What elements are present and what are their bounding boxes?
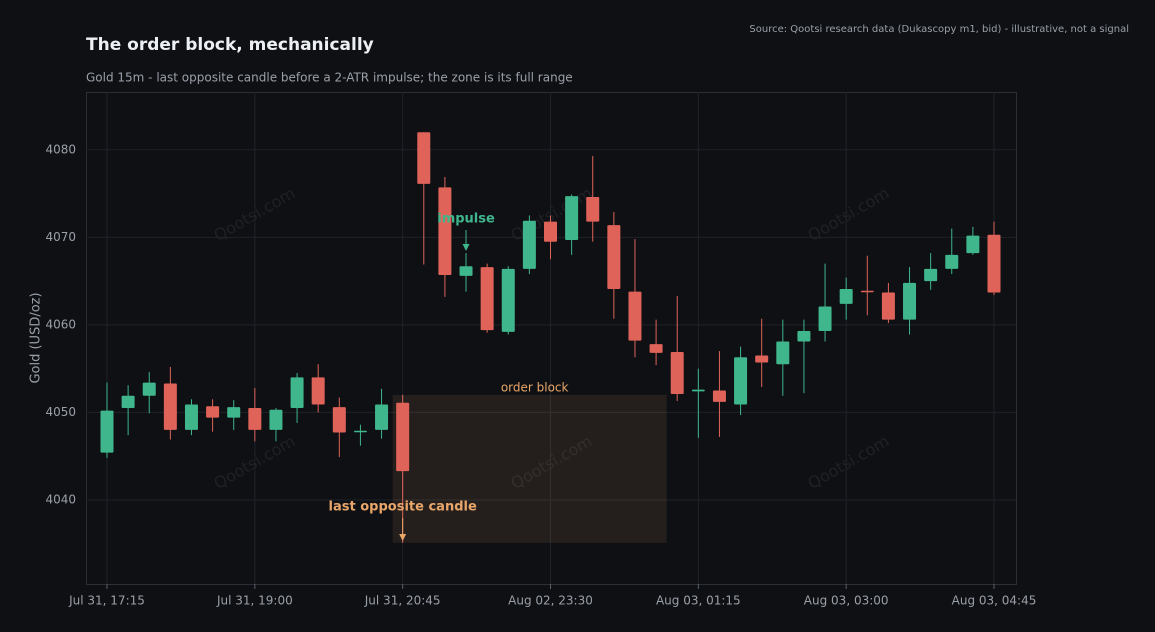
candle-body bbox=[438, 187, 452, 275]
candle-body bbox=[818, 306, 832, 331]
candle-body bbox=[227, 407, 241, 418]
candle-body bbox=[353, 430, 367, 433]
plot-area bbox=[86, 92, 1017, 585]
candle-body bbox=[522, 220, 536, 269]
candle-body bbox=[248, 408, 262, 430]
x-tick-label: Aug 02, 23:30 bbox=[508, 594, 593, 608]
x-tick-label: Aug 03, 03:00 bbox=[804, 594, 889, 608]
candle-body bbox=[544, 221, 557, 242]
candle-body bbox=[375, 404, 389, 430]
candle-body bbox=[670, 352, 684, 395]
candle-body bbox=[290, 377, 304, 409]
candle-body bbox=[311, 377, 325, 405]
candle-body bbox=[691, 389, 705, 392]
candle-body bbox=[797, 330, 811, 342]
zone-label: order block bbox=[501, 380, 569, 394]
candle-body bbox=[860, 290, 874, 293]
x-tick-label: Jul 31, 20:45 bbox=[364, 594, 441, 608]
y-tick-label: 4060 bbox=[45, 317, 76, 331]
candle-body bbox=[987, 234, 1001, 293]
candle-body bbox=[734, 357, 748, 405]
y-tick-label: 4070 bbox=[45, 230, 76, 244]
candle-body bbox=[966, 235, 980, 254]
y-tick-label: 4040 bbox=[45, 492, 76, 506]
candle-body bbox=[459, 266, 473, 276]
candle-body bbox=[269, 409, 283, 430]
candle-body bbox=[332, 407, 346, 433]
candle-label: last opposite candle bbox=[329, 500, 477, 515]
y-tick-label: 4080 bbox=[45, 142, 76, 156]
chart-subtitle: Gold 15m - last opposite candle before a… bbox=[86, 71, 573, 85]
y-tick-label: 4050 bbox=[45, 405, 76, 419]
candle-body bbox=[396, 402, 410, 472]
x-tick-label: Aug 03, 04:45 bbox=[952, 594, 1037, 608]
candle-body bbox=[206, 406, 220, 418]
candle-body bbox=[565, 196, 579, 240]
candle-body bbox=[628, 291, 642, 341]
x-tick-label: Jul 31, 17:15 bbox=[68, 594, 145, 608]
candle-body bbox=[480, 267, 494, 331]
chart-title: The order block, mechanically bbox=[86, 35, 374, 55]
candle-body bbox=[881, 292, 895, 320]
candle-body bbox=[501, 268, 515, 332]
candle-body bbox=[607, 225, 621, 289]
candle-body bbox=[184, 404, 198, 430]
candle-body bbox=[712, 390, 726, 402]
x-tick-label: Jul 31, 19:00 bbox=[216, 594, 293, 608]
y-axis-label: Gold (USD/oz) bbox=[29, 292, 44, 383]
candle-body bbox=[776, 341, 790, 365]
x-tick-label: Aug 03, 01:15 bbox=[656, 594, 741, 608]
candle-body bbox=[121, 395, 135, 409]
source-note: Source: Qootsi research data (Dukascopy … bbox=[749, 24, 1129, 35]
candle-body bbox=[649, 344, 663, 353]
candle-body bbox=[417, 132, 431, 184]
candle-body bbox=[586, 197, 600, 222]
impulse-label: impulse bbox=[437, 212, 495, 227]
candle-body bbox=[755, 355, 769, 363]
candle-body bbox=[839, 288, 853, 304]
order-block-zone bbox=[392, 394, 667, 543]
candle-body bbox=[903, 282, 917, 320]
candle-body bbox=[100, 410, 114, 453]
candle-body bbox=[945, 254, 959, 269]
candle-arrowhead bbox=[399, 534, 407, 541]
impulse-arrowhead bbox=[462, 244, 470, 251]
candle-body bbox=[924, 268, 938, 282]
candle-body bbox=[142, 382, 156, 396]
candle-body bbox=[163, 383, 177, 430]
